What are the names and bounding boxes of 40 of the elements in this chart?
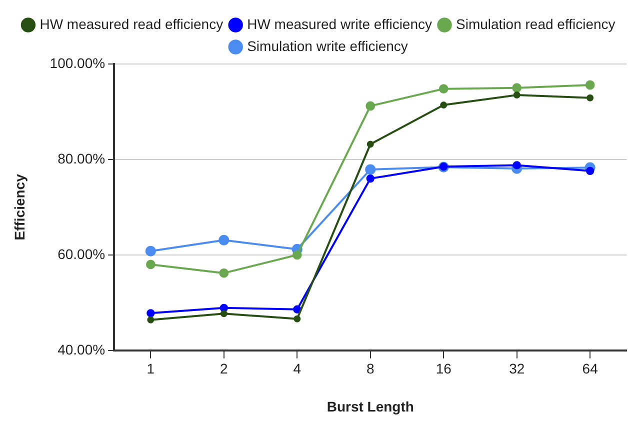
- point: [293, 305, 302, 314]
- point: [512, 83, 522, 93]
- x-tick-label: 1: [146, 360, 155, 377]
- point: [366, 101, 376, 111]
- point: [294, 315, 301, 322]
- legend-label: Simulation read efficiency: [456, 16, 616, 32]
- point: [292, 250, 302, 260]
- x-tick-label: 32: [509, 360, 525, 377]
- point: [145, 246, 156, 256]
- y-tick-label: 80.00%: [58, 150, 106, 166]
- point: [147, 316, 154, 324]
- point: [220, 304, 228, 312]
- point: [366, 174, 374, 183]
- x-tick-label: 4: [293, 360, 302, 377]
- point: [219, 268, 229, 278]
- point: [438, 84, 448, 94]
- point: [146, 309, 155, 318]
- x-tick-label: 64: [582, 360, 598, 377]
- x-tick-label: 8: [366, 360, 374, 377]
- point: [220, 310, 228, 318]
- point: [513, 92, 520, 99]
- point: [440, 102, 448, 109]
- point: [586, 166, 594, 176]
- x-tick-label: 2: [220, 360, 228, 377]
- x-tick-label: 16: [436, 360, 452, 377]
- point: [586, 94, 594, 102]
- point: [512, 161, 521, 170]
- legend-label: HW measured read efficiency: [40, 16, 224, 32]
- legend-label: Simulation write efficiency: [247, 38, 408, 54]
- y-axis-title: Efficiency: [11, 174, 28, 240]
- y-tick-label: 100.00%: [50, 54, 106, 71]
- point: [366, 140, 374, 148]
- legend-label: HW measured write efficiency: [247, 16, 432, 32]
- y-tick-label: 40.00%: [58, 341, 106, 358]
- point: [218, 234, 230, 246]
- x-axis-title: Burst Length: [326, 398, 414, 414]
- point: [585, 80, 595, 90]
- point: [365, 164, 376, 175]
- point: [146, 260, 156, 270]
- y-tick-label: 60.00%: [58, 246, 106, 262]
